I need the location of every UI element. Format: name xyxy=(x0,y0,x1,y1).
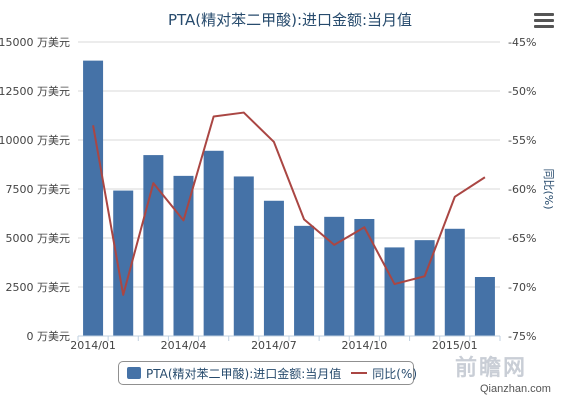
right-tick-label: -60% xyxy=(508,183,536,196)
hamburger-menu-icon[interactable] xyxy=(534,13,554,31)
bar[interactable] xyxy=(263,200,284,336)
yoy-point[interactable] xyxy=(271,139,276,144)
yoy-point[interactable] xyxy=(241,110,246,115)
x-tick-label: 2015/01 xyxy=(432,339,478,352)
yoy-point[interactable] xyxy=(422,274,427,279)
bar[interactable] xyxy=(233,176,254,336)
left-tick-label: 7500 万美元 xyxy=(6,183,71,196)
x-tick-label: 2014/01 xyxy=(70,339,116,352)
legend-line-label: 同比(%) xyxy=(372,366,418,381)
left-tick-label: 0 万美元 xyxy=(27,330,71,343)
left-tick-label: 10000 万美元 xyxy=(0,134,70,147)
legend-line-swatch xyxy=(351,372,368,374)
legend: PTA(精对苯二甲酸):进口金额:当月值 同比(%) xyxy=(118,361,417,385)
left-tick-label: 12500 万美元 xyxy=(0,85,70,98)
yoy-point[interactable] xyxy=(302,217,307,222)
left-tick-label: 2500 万美元 xyxy=(6,281,71,294)
yoy-point[interactable] xyxy=(181,218,186,223)
bar[interactable] xyxy=(354,218,375,336)
yoy-point[interactable] xyxy=(452,194,457,199)
yoy-point[interactable] xyxy=(121,292,126,297)
right-tick-label: -50% xyxy=(508,85,536,98)
yoy-point[interactable] xyxy=(392,282,397,287)
yoy-point[interactable] xyxy=(151,181,156,186)
bar[interactable] xyxy=(444,228,465,336)
bar[interactable] xyxy=(384,247,405,336)
right-tick-label: -75% xyxy=(508,330,536,343)
right-tick-label: -45% xyxy=(508,36,536,49)
legend-bar-label: PTA(精对苯二甲酸):进口金额:当月值 xyxy=(146,366,342,381)
right-axis: -75% -70% -65% -60% -55% -50% -45% xyxy=(508,36,536,343)
left-axis: 0 万美元 2500 万美元 5000 万美元 7500 万美元 10000 万美元 12… xyxy=(0,36,70,343)
x-tick-label: 2014/07 xyxy=(251,339,297,352)
watermark-url: Qianzhan.com xyxy=(480,383,551,395)
yoy-point[interactable] xyxy=(482,175,487,180)
x-tick-label: 2014/10 xyxy=(342,339,388,352)
bar[interactable] xyxy=(203,150,224,336)
bar[interactable] xyxy=(173,175,194,336)
left-tick-label: 15000 万美元 xyxy=(0,36,70,49)
bar-series xyxy=(83,60,495,337)
yoy-point[interactable] xyxy=(211,114,216,119)
right-axis-title: 同比(%) xyxy=(542,168,555,209)
bar[interactable] xyxy=(113,190,134,336)
legend-item-bar[interactable]: PTA(精对苯二甲酸):进口金额:当月值 xyxy=(127,365,341,382)
yoy-line[interactable] xyxy=(92,111,486,296)
grid-lines xyxy=(78,41,500,337)
x-axis: 2014/01 2014/04 2014/07 2014/10 2015/01 xyxy=(70,335,501,352)
bar[interactable] xyxy=(414,240,435,336)
bar[interactable] xyxy=(294,225,315,336)
legend-bar-swatch xyxy=(127,367,141,379)
right-tick-label: -70% xyxy=(508,281,536,294)
yoy-point[interactable] xyxy=(362,225,367,230)
chart-title: PTA(精对苯二甲酸):进口金额:当月值 xyxy=(168,11,412,29)
line-series xyxy=(91,110,487,297)
bar[interactable] xyxy=(474,277,495,336)
bar[interactable] xyxy=(83,60,104,337)
watermark-logo: 前瞻网 xyxy=(455,356,528,381)
bar[interactable] xyxy=(324,216,345,336)
right-tick-label: -65% xyxy=(508,232,536,245)
yoy-point[interactable] xyxy=(332,242,337,247)
right-tick-label: -55% xyxy=(508,134,536,147)
legend-item-line[interactable]: 同比(%) xyxy=(351,365,417,382)
x-tick-label: 2014/04 xyxy=(161,339,207,352)
yoy-point[interactable] xyxy=(91,123,96,128)
left-tick-label: 5000 万美元 xyxy=(6,232,71,245)
